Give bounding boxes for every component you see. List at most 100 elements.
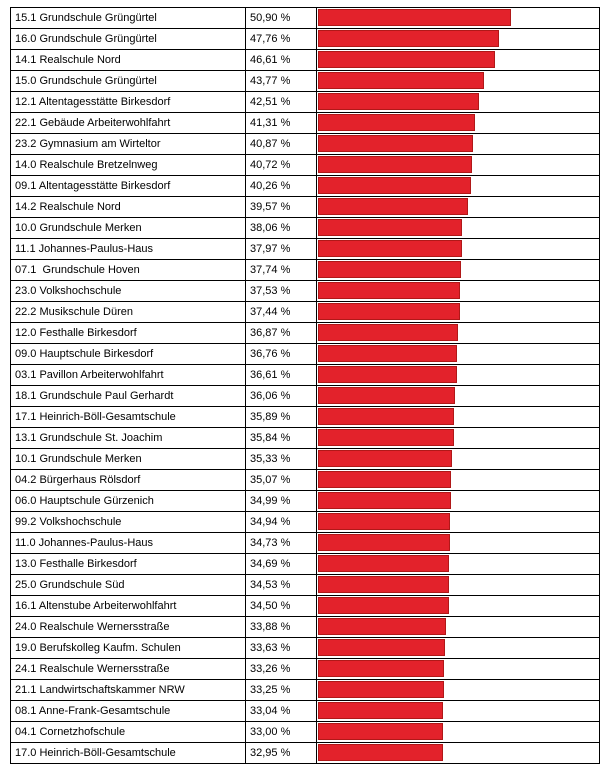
name-cell: 04.1 Cornetzhofschule xyxy=(10,721,246,743)
bar xyxy=(318,93,480,110)
percent-cell: 37,44 % xyxy=(245,301,317,323)
name-cell: 21.1 Landwirtschaftskammer NRW xyxy=(10,679,246,701)
name-cell: 23.0 Volkshochschule xyxy=(10,280,246,302)
percent-cell: 35,07 % xyxy=(245,469,317,491)
bar xyxy=(318,177,471,194)
percent-cell: 34,94 % xyxy=(245,511,317,533)
percent-cell: 43,77 % xyxy=(245,70,317,92)
bar xyxy=(318,156,473,173)
percent-cell: 50,90 % xyxy=(245,7,317,29)
bar xyxy=(318,240,462,257)
bar xyxy=(318,513,451,530)
bar xyxy=(318,72,484,89)
bar xyxy=(318,471,451,488)
percent-cell: 32,95 % xyxy=(245,742,317,764)
name-cell: 08.1 Anne-Frank-Gesamtschule xyxy=(10,700,246,722)
name-cell: 17.1 Heinrich-Böll-Gesamtschule xyxy=(10,406,246,428)
bar xyxy=(318,660,445,677)
bar xyxy=(318,324,458,341)
percent-cell: 33,26 % xyxy=(245,658,317,680)
percent-cell: 47,76 % xyxy=(245,28,317,50)
percent-cell: 37,53 % xyxy=(245,280,317,302)
bar xyxy=(318,681,445,698)
name-cell: 14.0 Realschule Bretzelnweg xyxy=(10,154,246,176)
percent-cell: 33,04 % xyxy=(245,700,317,722)
percent-cell: 36,06 % xyxy=(245,385,317,407)
name-cell: 15.1 Grundschule Grüngürtel xyxy=(10,7,246,29)
percent-cell: 39,57 % xyxy=(245,196,317,218)
percent-cell: 35,84 % xyxy=(245,427,317,449)
bar xyxy=(318,597,449,614)
bar xyxy=(318,9,511,26)
name-cell: 09.0 Hauptschule Birkesdorf xyxy=(10,343,246,365)
percent-cell: 36,76 % xyxy=(245,343,317,365)
bar xyxy=(318,639,446,656)
name-cell: 19.0 Berufskolleg Kaufm. Schulen xyxy=(10,637,246,659)
name-cell: 16.0 Grundschule Grüngürtel xyxy=(10,28,246,50)
percent-cell: 40,26 % xyxy=(245,175,317,197)
name-cell: 11.1 Johannes-Paulus-Haus xyxy=(10,238,246,260)
bar xyxy=(318,30,499,47)
percent-cell: 40,72 % xyxy=(245,154,317,176)
name-cell: 24.0 Realschule Wernersstraße xyxy=(10,616,246,638)
percent-cell: 42,51 % xyxy=(245,91,317,113)
percent-cell: 35,89 % xyxy=(245,406,317,428)
bar xyxy=(318,261,462,278)
name-cell: 13.1 Grundschule St. Joachim xyxy=(10,427,246,449)
bar xyxy=(318,555,450,572)
percent-cell: 46,61 % xyxy=(245,49,317,71)
name-cell: 99.2 Volkshochschule xyxy=(10,511,246,533)
percent-cell: 34,50 % xyxy=(245,595,317,617)
percent-cell: 34,69 % xyxy=(245,553,317,575)
bar xyxy=(318,219,463,236)
bar xyxy=(318,387,455,404)
percent-cell: 33,63 % xyxy=(245,637,317,659)
bar xyxy=(318,345,458,362)
name-cell: 09.1 Altentagesstätte Birkesdorf xyxy=(10,175,246,197)
name-cell: 22.2 Musikschule Düren xyxy=(10,301,246,323)
bar xyxy=(318,408,455,425)
name-cell: 10.0 Grundschule Merken xyxy=(10,217,246,239)
percent-cell: 33,88 % xyxy=(245,616,317,638)
name-cell: 16.1 Altenstube Arbeiterwohlfahrt xyxy=(10,595,246,617)
bar xyxy=(318,366,457,383)
percent-cell: 38,06 % xyxy=(245,217,317,239)
percent-cell: 34,99 % xyxy=(245,490,317,512)
percent-cell: 36,61 % xyxy=(245,364,317,386)
percent-cell: 37,97 % xyxy=(245,238,317,260)
name-cell: 12.1 Altentagesstätte Birkesdorf xyxy=(10,91,246,113)
bar xyxy=(318,576,449,593)
percent-cell: 36,87 % xyxy=(245,322,317,344)
bar xyxy=(318,429,454,446)
bar xyxy=(318,492,451,509)
name-cell: 13.0 Festhalle Birkesdorf xyxy=(10,553,246,575)
percent-cell: 40,87 % xyxy=(245,133,317,155)
name-cell: 06.0 Hauptschule Gürzenich xyxy=(10,490,246,512)
bar xyxy=(318,723,444,740)
percent-cell: 35,33 % xyxy=(245,448,317,470)
bar xyxy=(318,198,468,215)
bar xyxy=(318,702,444,719)
name-cell: 04.2 Bürgerhaus Rölsdorf xyxy=(10,469,246,491)
name-cell: 03.1 Pavillon Arbeiterwohlfahrt xyxy=(10,364,246,386)
percent-cell: 33,00 % xyxy=(245,721,317,743)
bar xyxy=(318,618,447,635)
percent-cell: 34,73 % xyxy=(245,532,317,554)
bar xyxy=(318,744,443,761)
name-cell: 14.2 Realschule Nord xyxy=(10,196,246,218)
name-cell: 07.1 Grundschule Hoven xyxy=(10,259,246,281)
bar xyxy=(318,534,450,551)
percent-cell: 34,53 % xyxy=(245,574,317,596)
bar xyxy=(318,135,473,152)
bar xyxy=(318,114,475,131)
bar-cell xyxy=(316,742,600,764)
name-cell: 23.2 Gymnasium am Wirteltor xyxy=(10,133,246,155)
name-cell: 25.0 Grundschule Süd xyxy=(10,574,246,596)
name-cell: 15.0 Grundschule Grüngürtel xyxy=(10,70,246,92)
name-cell: 11.0 Johannes-Paulus-Haus xyxy=(10,532,246,554)
bar xyxy=(318,282,461,299)
percent-cell: 37,74 % xyxy=(245,259,317,281)
bar xyxy=(318,303,460,320)
name-cell: 18.1 Grundschule Paul Gerhardt xyxy=(10,385,246,407)
